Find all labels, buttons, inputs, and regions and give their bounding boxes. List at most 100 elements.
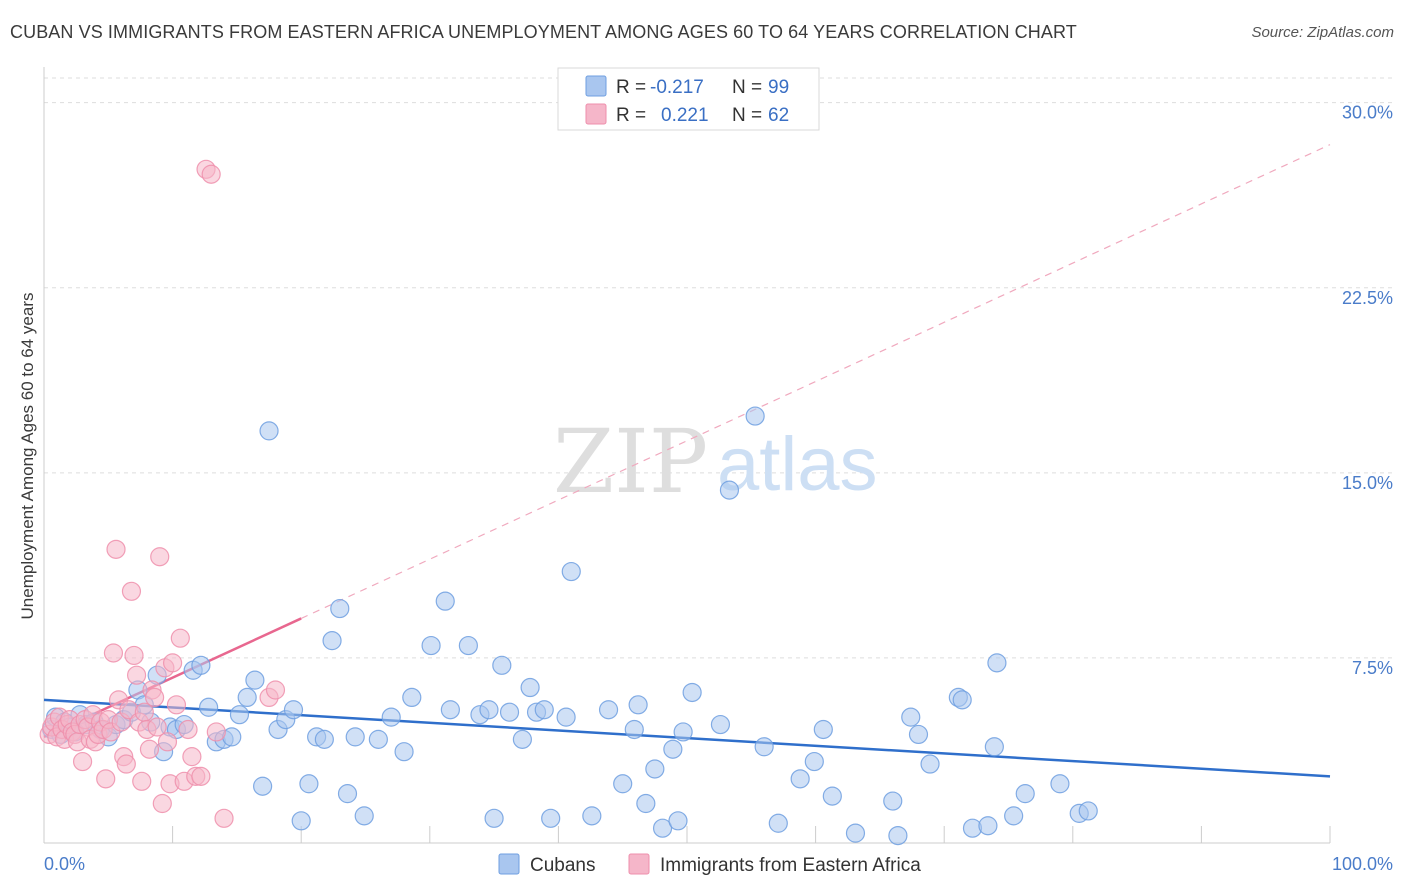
cubans-point bbox=[682, 682, 702, 703]
cubans-point bbox=[512, 729, 532, 749]
cubans-point bbox=[790, 769, 810, 789]
series-legend: Cubans Immigrants from Eastern Africa bbox=[498, 853, 921, 876]
cubans-point bbox=[229, 705, 250, 725]
cubans-point bbox=[534, 700, 554, 720]
eastern-africa-point bbox=[124, 645, 144, 666]
cubans-point bbox=[613, 774, 633, 794]
cubans-point bbox=[920, 754, 940, 774]
correlation-legend: R = -0.217 N = 99 R = 0.221 N = 62 bbox=[557, 67, 820, 131]
cubans-point bbox=[1004, 806, 1024, 826]
cubans-point bbox=[628, 695, 648, 715]
cubans-point bbox=[804, 751, 824, 772]
cubans-point bbox=[668, 811, 688, 831]
cubans-point bbox=[345, 727, 365, 747]
eastern-africa-point bbox=[147, 717, 167, 737]
legend-n-label: N = bbox=[732, 105, 762, 126]
eastern-africa-point bbox=[132, 771, 152, 791]
y-tick-label: 15.0% bbox=[1342, 473, 1393, 493]
cubans-point bbox=[719, 480, 740, 500]
legend-n-value: 99 bbox=[768, 77, 789, 98]
cubans-point bbox=[636, 793, 656, 814]
cubans-point bbox=[582, 806, 602, 826]
legend-swatch-eastern-africa bbox=[628, 853, 650, 875]
legend-label-eastern-africa: Immigrants from Eastern Africa bbox=[660, 855, 921, 876]
eastern-africa-point bbox=[265, 680, 286, 700]
cubans-point bbox=[368, 729, 388, 749]
cubans-point bbox=[978, 816, 998, 836]
cubans-point bbox=[673, 722, 693, 742]
cubans-point bbox=[1078, 801, 1098, 821]
cubans-point bbox=[645, 759, 665, 779]
legend-swatch-eastern-africa bbox=[585, 103, 607, 125]
eastern-africa-point bbox=[152, 793, 172, 814]
cubans-point bbox=[435, 591, 455, 611]
eastern-africa-point bbox=[103, 643, 124, 663]
eastern-africa-point bbox=[121, 581, 142, 601]
cubans-point bbox=[901, 707, 921, 727]
legend-n-label: N = bbox=[732, 77, 762, 98]
eastern-africa-point bbox=[144, 687, 165, 708]
cubans-point bbox=[888, 825, 908, 846]
y-tick-label: 30.0% bbox=[1342, 103, 1393, 123]
cubans-point bbox=[984, 737, 1004, 757]
cubans-point bbox=[541, 808, 561, 828]
x-tick-label: 0.0% bbox=[44, 854, 85, 874]
cubans-point bbox=[402, 687, 422, 708]
eastern-africa-point bbox=[163, 653, 183, 673]
cubans-point bbox=[822, 786, 842, 806]
cubans-point bbox=[883, 791, 903, 811]
chart-title: CUBAN VS IMMIGRANTS FROM EASTERN AFRICA … bbox=[10, 22, 1077, 42]
grid-lines bbox=[44, 77, 1393, 659]
cubans-point bbox=[987, 653, 1007, 673]
cubans-point bbox=[191, 655, 211, 675]
cubans-point bbox=[908, 724, 929, 745]
cubans-point bbox=[314, 729, 334, 749]
watermark-zip: ZIP bbox=[553, 410, 708, 513]
cubans-point bbox=[492, 655, 512, 675]
x-tick-label: 100.0% bbox=[1332, 854, 1393, 874]
cubans-point bbox=[556, 707, 576, 727]
eastern-africa-point bbox=[178, 719, 198, 740]
legend-swatch-cubans bbox=[585, 75, 607, 97]
eastern-africa-point bbox=[166, 695, 187, 715]
eastern-africa-point bbox=[182, 747, 202, 767]
cubans-point bbox=[237, 687, 257, 708]
legend-label-cubans: Cubans bbox=[530, 855, 596, 876]
cubans-point bbox=[259, 421, 279, 441]
cubans-point bbox=[1015, 784, 1035, 804]
y-tick-label: 22.5% bbox=[1342, 288, 1393, 308]
cubans-point bbox=[354, 806, 374, 826]
cubans-point bbox=[199, 697, 219, 717]
eastern-africa-point bbox=[157, 732, 178, 752]
cubans-point bbox=[499, 702, 520, 722]
cubans-point bbox=[283, 700, 304, 720]
cubans-point bbox=[624, 719, 644, 740]
cubans-point bbox=[813, 719, 833, 740]
cubans-point bbox=[1050, 774, 1070, 794]
axes bbox=[43, 67, 1331, 844]
cubans-point bbox=[458, 635, 478, 656]
cubans-point bbox=[330, 598, 350, 619]
data-points bbox=[39, 159, 1098, 846]
eastern-africa-point bbox=[106, 539, 126, 559]
cubans-point bbox=[520, 677, 540, 698]
cubans-point bbox=[952, 690, 972, 710]
legend-n-value: 62 bbox=[768, 105, 789, 126]
eastern-africa-point bbox=[72, 751, 93, 772]
cubans-point bbox=[754, 737, 774, 757]
eastern-africa-point bbox=[214, 808, 234, 828]
cubans-point bbox=[440, 700, 460, 720]
legend-r-label: R = bbox=[616, 77, 646, 98]
source-label: Source: ZipAtlas.com bbox=[1251, 24, 1394, 41]
y-tick-label: 7.5% bbox=[1352, 658, 1393, 678]
cubans-point bbox=[322, 631, 342, 651]
tick-labels: 7.5% 15.0% 22.5% 30.0% 0.0% 100.0% bbox=[44, 103, 1393, 874]
legend-r-value: -0.217 bbox=[650, 77, 704, 98]
cubans-point bbox=[745, 406, 765, 426]
cubans-point bbox=[663, 739, 683, 759]
eastern-africa-point bbox=[126, 665, 147, 685]
cubans-point bbox=[561, 561, 581, 582]
legend-swatch-cubans bbox=[498, 853, 520, 875]
eastern-africa-point bbox=[201, 164, 221, 184]
